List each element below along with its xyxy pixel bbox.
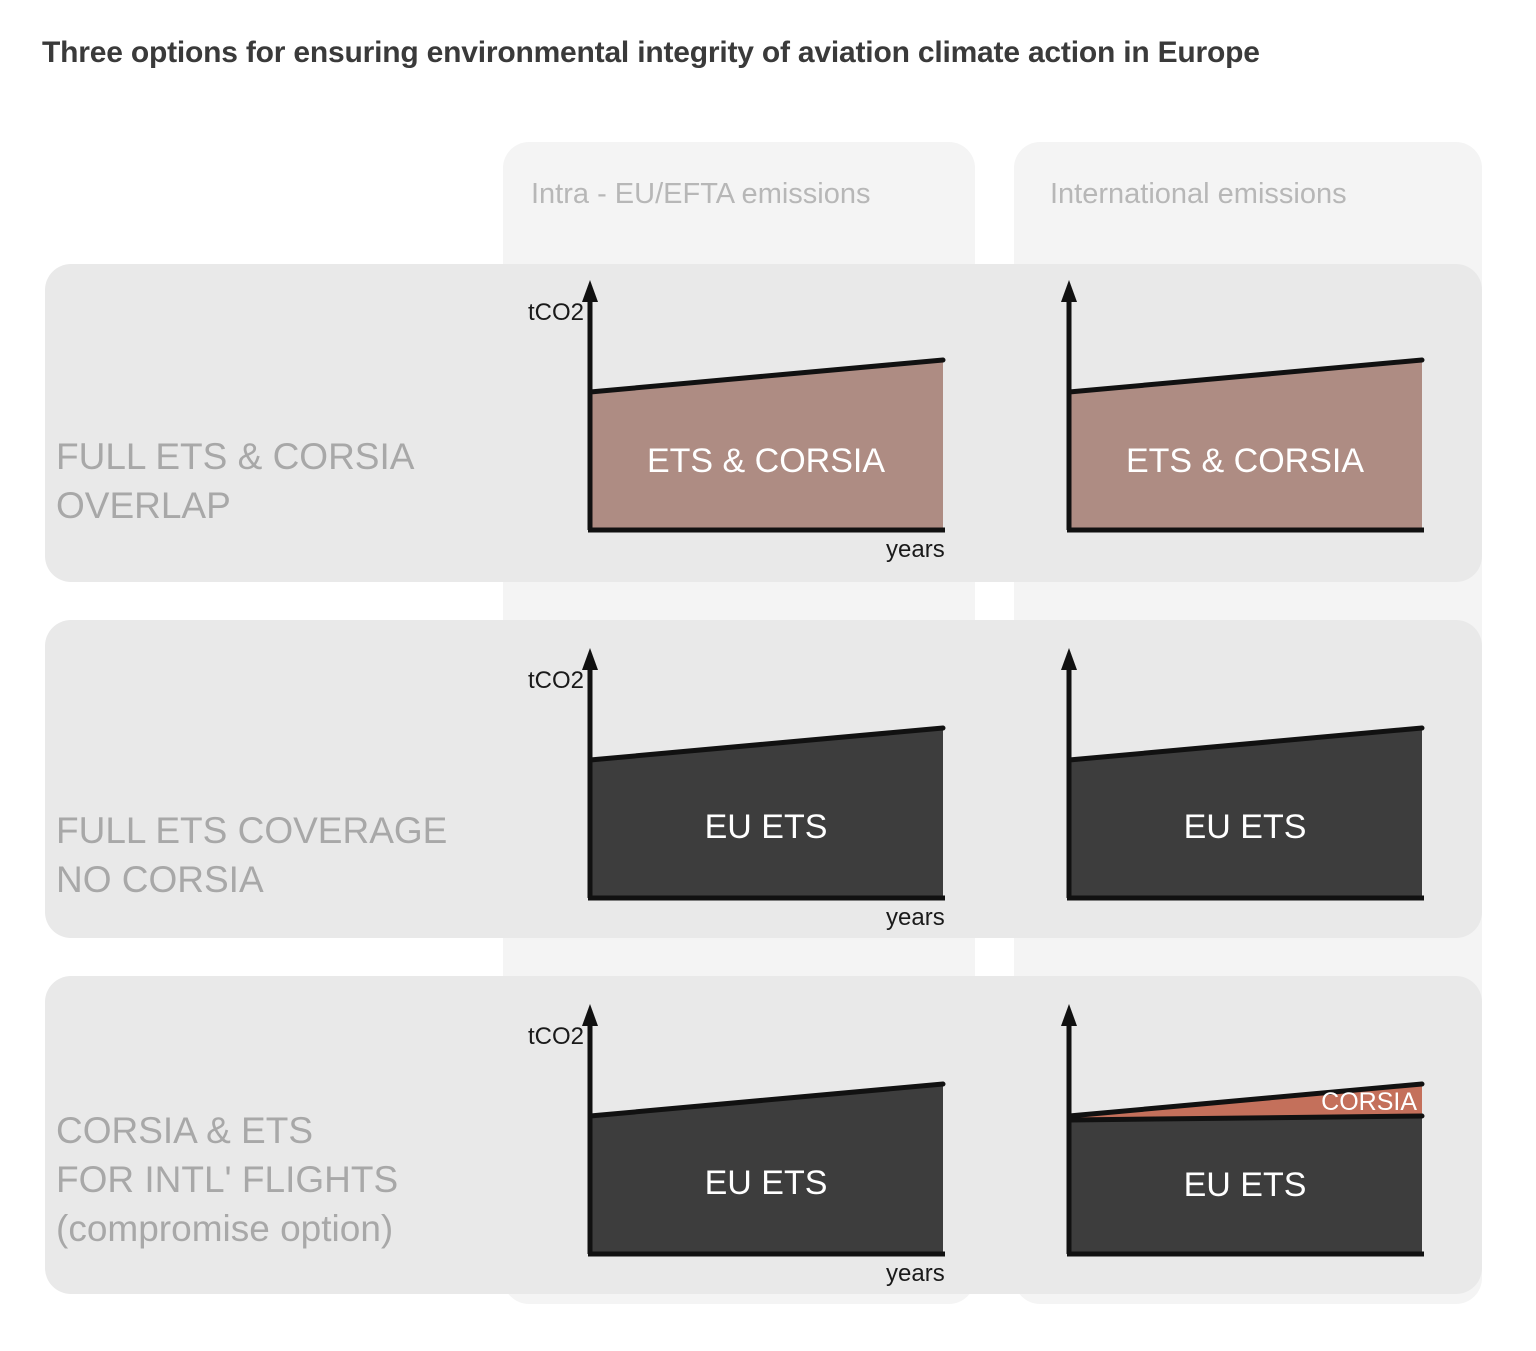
- area-label-ets-corsia: ETS & CORSIA: [1126, 442, 1364, 480]
- y-axis-arrowhead: [582, 648, 598, 670]
- total-emissions-line: [1066, 357, 1425, 395]
- area-label-eu-ets: EU ETS: [705, 808, 828, 846]
- y-axis-label: tCO2: [528, 667, 584, 694]
- y-axis-arrowhead: [1061, 280, 1077, 302]
- row-label-corsia-ets-intl: CORSIA & ETS FOR INTL' FLIGHTS (compromi…: [56, 1110, 399, 1249]
- area-eu-ets: [590, 728, 943, 898]
- y-axis-arrowhead: [1061, 1004, 1077, 1026]
- chart-corsia-ets-intl-international: CORSIA EU ETS: [1029, 996, 1469, 1286]
- chart-full-ets-corsia-overlap-international: ETS & CORSIA: [1029, 272, 1469, 562]
- row-label-full-ets-corsia-overlap: FULL ETS & CORSIA OVERLAP: [56, 436, 415, 526]
- area-ets-corsia: [590, 360, 943, 530]
- area-ets-corsia: [1069, 360, 1422, 530]
- chart-full-ets-coverage-international: EU ETS: [1029, 640, 1469, 930]
- chart-corsia-ets-intl-intra-eu: tCO2 years EU ETS: [518, 996, 958, 1286]
- area-label-corsia: CORSIA: [1321, 1088, 1417, 1116]
- y-axis-arrowhead: [582, 1004, 598, 1026]
- x-axis-label: years: [886, 536, 945, 562]
- y-axis-label: tCO2: [528, 1023, 584, 1050]
- total-emissions-line: [587, 357, 946, 395]
- y-axis-arrowhead: [582, 280, 598, 302]
- area-eu-ets: [1069, 1116, 1422, 1254]
- column-header-intra-eu: Intra - EU/EFTA emissions: [531, 178, 871, 210]
- total-emissions-line: [1066, 725, 1425, 763]
- total-emissions-line: [1066, 1081, 1425, 1119]
- area-label-eu-ets: EU ETS: [1184, 1166, 1307, 1204]
- area-eu-ets: [590, 1084, 943, 1254]
- area-label-eu-ets: EU ETS: [705, 1164, 828, 1202]
- area-label-eu-ets: EU ETS: [1184, 808, 1307, 846]
- y-axis-arrowhead: [1061, 648, 1077, 670]
- x-axis-label: years: [886, 1260, 945, 1286]
- x-axis-label: years: [886, 904, 945, 930]
- chart-full-ets-corsia-overlap-intra-eu: tCO2 years ETS & CORSIA: [518, 272, 958, 562]
- column-header-international: International emissions: [1050, 178, 1347, 210]
- area-label-ets-corsia: ETS & CORSIA: [647, 442, 885, 480]
- total-emissions-line: [587, 1081, 946, 1119]
- chart-full-ets-coverage-intra-eu: tCO2 years EU ETS: [518, 640, 958, 930]
- row-label-full-ets-no-corsia: FULL ETS COVERAGE NO CORSIA: [56, 810, 448, 900]
- y-axis-label: tCO2: [528, 299, 584, 326]
- area-eu-ets: [1069, 728, 1422, 898]
- page-title: Three options for ensuring environmental…: [42, 36, 1260, 69]
- eu-ets-top-line: [1066, 1113, 1425, 1123]
- total-emissions-line: [587, 725, 946, 763]
